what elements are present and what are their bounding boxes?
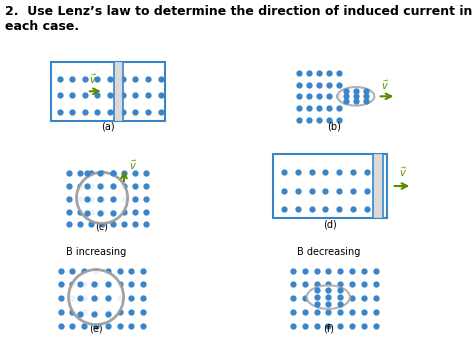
Text: (c): (c) <box>96 222 109 232</box>
Text: B decreasing: B decreasing <box>297 247 360 257</box>
Text: (f): (f) <box>323 324 334 333</box>
Text: $\vec{v}$: $\vec{v}$ <box>89 73 97 86</box>
Ellipse shape <box>76 172 128 224</box>
Text: 2.  Use Lenz’s law to determine the direction of induced current in each case.: 2. Use Lenz’s law to determine the direc… <box>5 5 472 33</box>
Ellipse shape <box>307 285 350 309</box>
Ellipse shape <box>337 87 374 106</box>
Text: (a): (a) <box>101 121 115 131</box>
Bar <box>114 62 123 121</box>
Text: (e): (e) <box>89 324 103 333</box>
Text: (b): (b) <box>327 122 341 132</box>
Ellipse shape <box>69 270 124 325</box>
Bar <box>273 154 387 218</box>
Text: B increasing: B increasing <box>66 247 126 257</box>
Text: $\vec{v}$: $\vec{v}$ <box>129 158 137 172</box>
Text: (d): (d) <box>323 219 337 230</box>
Text: $\vec{v}$: $\vec{v}$ <box>381 78 388 92</box>
Bar <box>51 62 165 121</box>
Bar <box>374 154 383 218</box>
Text: $\vec{v}$: $\vec{v}$ <box>399 166 407 179</box>
